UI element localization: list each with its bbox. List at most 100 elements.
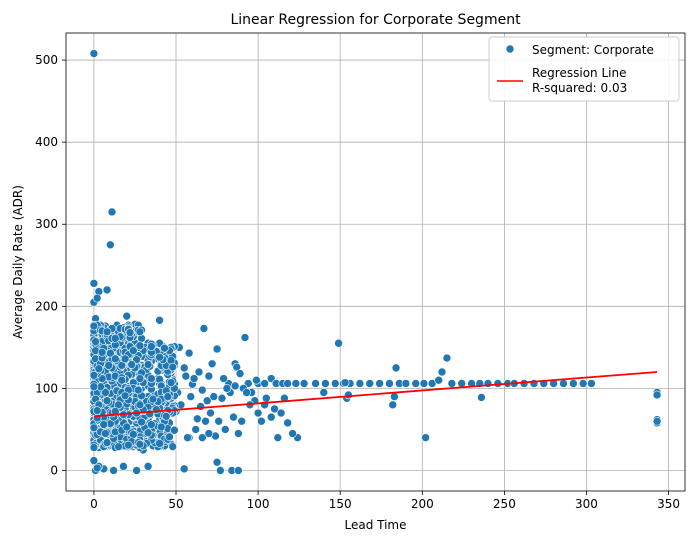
scatter-point xyxy=(217,393,227,403)
scatter-point xyxy=(106,240,115,250)
y-axis-label: Average Daily Rate (ADR) xyxy=(11,185,25,339)
scatter-point xyxy=(273,433,283,442)
chart-title: Linear Regression for Corporate Segment xyxy=(230,12,521,28)
scatter-point xyxy=(155,352,164,362)
scatter-point xyxy=(280,393,289,403)
scatter-point xyxy=(147,342,156,351)
scatter-point xyxy=(230,381,240,391)
scatter-point xyxy=(434,375,444,385)
legend-label-segment: Segment: Corporate xyxy=(532,43,654,57)
scatter-point xyxy=(168,442,178,451)
scatter-point xyxy=(587,379,596,388)
x-axis-label: Lead Time xyxy=(344,518,406,532)
scatter-point xyxy=(114,442,123,451)
scatter-point xyxy=(235,369,245,378)
scatter-point xyxy=(110,354,120,364)
regression-line xyxy=(93,371,658,418)
scatter-point xyxy=(92,406,102,415)
grid-layer xyxy=(66,33,685,491)
scatter-point xyxy=(91,337,100,346)
scatter-point xyxy=(437,367,447,377)
scatter-point xyxy=(104,361,113,370)
scatter-point xyxy=(122,422,132,432)
scatter-point xyxy=(477,393,486,402)
scatter-point xyxy=(242,388,251,397)
scatter-point xyxy=(133,385,143,395)
scatter-point xyxy=(143,360,153,369)
scatter-point xyxy=(388,400,398,410)
scatter-point xyxy=(212,344,222,354)
legend: Segment: Corporate Regression Line R-squa… xyxy=(488,36,680,102)
scatter-point xyxy=(421,433,430,442)
scatter-point xyxy=(89,456,99,465)
scatter-point xyxy=(102,327,112,337)
scatter-point xyxy=(220,425,230,434)
scatter-point xyxy=(135,374,145,383)
scatter-point xyxy=(168,362,178,372)
scatter-point xyxy=(276,408,286,418)
scatter-point xyxy=(194,367,204,377)
scatter-point xyxy=(199,324,209,333)
scatter-point xyxy=(183,433,192,442)
scatter-point xyxy=(125,328,135,337)
scatter-point xyxy=(240,333,250,342)
scatter-point xyxy=(102,438,112,447)
scatter-point xyxy=(311,379,320,388)
scatter-point xyxy=(411,379,421,388)
scatter-point xyxy=(122,311,132,321)
scatter-point xyxy=(419,379,429,388)
scatter-point xyxy=(179,464,189,474)
scatter-point xyxy=(117,375,127,385)
scatter-point xyxy=(270,404,279,414)
scatter-point xyxy=(127,360,136,369)
scatter-point xyxy=(266,412,276,422)
scatter-point xyxy=(165,432,174,442)
scatter-point xyxy=(129,346,138,355)
scatter-point xyxy=(299,379,309,388)
scatter-point xyxy=(391,363,401,373)
scatter-point xyxy=(355,379,365,388)
scatter-point xyxy=(101,388,110,397)
scatter-point xyxy=(132,466,141,475)
x-tick-label: 0 xyxy=(90,497,98,511)
scatter-point xyxy=(212,457,222,467)
scatter-point xyxy=(237,416,246,426)
scatter-point xyxy=(94,364,104,374)
scatter-point xyxy=(179,363,189,373)
x-tick-label: 150 xyxy=(329,497,352,511)
y-tick-label: 300 xyxy=(35,217,58,231)
scatter-point xyxy=(102,285,112,295)
scatter-point xyxy=(166,378,176,387)
scatter-point xyxy=(161,412,171,421)
scatter-point xyxy=(252,375,261,385)
scatter-point xyxy=(385,379,394,388)
legend-point-marker xyxy=(505,44,515,54)
scatter-point xyxy=(89,370,99,380)
scatter-point xyxy=(257,416,266,426)
scatter-point xyxy=(135,400,145,410)
scatter-point xyxy=(283,379,292,388)
scatter-point xyxy=(189,374,199,383)
scatter-point xyxy=(120,391,130,401)
scatter-point xyxy=(330,379,340,388)
scatter-point xyxy=(216,466,225,475)
scatter-point xyxy=(197,385,207,395)
y-tick-label: 500 xyxy=(35,53,58,67)
scatter-point xyxy=(260,379,269,388)
scatter-point xyxy=(201,416,210,426)
scatter-point xyxy=(89,321,99,331)
scatter-point xyxy=(204,429,214,438)
y-tick-label: 200 xyxy=(35,299,58,313)
scatter-point xyxy=(283,418,292,428)
scatter-point xyxy=(110,334,120,343)
scatter-point xyxy=(89,382,99,392)
scatter-point xyxy=(170,425,179,435)
scatter-point xyxy=(229,412,238,422)
scatter-point xyxy=(143,462,153,471)
scatter-point xyxy=(155,315,164,325)
x-tick-label: 200 xyxy=(411,497,434,511)
scatter-point xyxy=(253,408,263,418)
scatter-point xyxy=(92,463,102,473)
scatter-point xyxy=(319,388,329,397)
scatter-point xyxy=(102,396,112,406)
